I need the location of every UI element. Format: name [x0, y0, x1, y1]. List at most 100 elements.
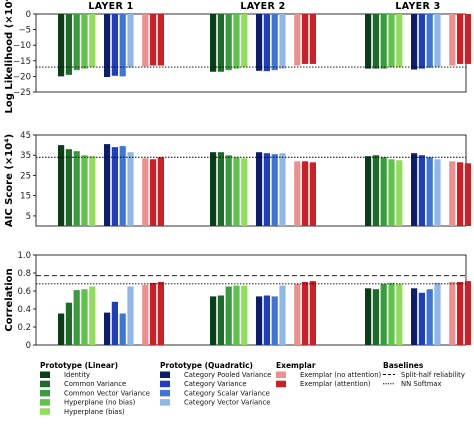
bar	[111, 14, 118, 76]
bar	[210, 14, 217, 72]
y-tick-label: 15	[20, 192, 31, 202]
bar	[81, 289, 88, 345]
bar	[411, 288, 418, 345]
bar	[104, 144, 111, 226]
bar	[263, 295, 270, 345]
bar	[279, 285, 286, 345]
legend-swatch	[160, 389, 170, 397]
bar	[418, 292, 425, 345]
bar	[464, 14, 471, 64]
panel-3: 1.0 0.8 0.6 0.4 0.2 0 Correlation	[4, 251, 471, 351]
bar	[89, 286, 96, 345]
bar	[380, 283, 387, 345]
bar	[127, 14, 134, 68]
y-tick-label: −15	[13, 57, 31, 67]
bar	[396, 14, 403, 68]
y-axis-title: AIC Score (×10⁴)	[4, 134, 15, 227]
bar	[225, 155, 232, 226]
bar	[464, 163, 471, 226]
legend-label: Category Variance	[184, 380, 247, 388]
legend-swatch	[160, 380, 170, 388]
legend-label: Exemplar (no attention)	[300, 371, 382, 379]
bar	[73, 14, 80, 71]
bar	[309, 162, 316, 226]
y-tick-label: 0	[26, 10, 31, 20]
legend-label: Common Vector Variance	[64, 389, 150, 397]
bar	[89, 156, 96, 226]
bar	[279, 153, 286, 226]
bar	[241, 158, 248, 226]
legend-group-title: Baselines	[383, 361, 424, 370]
bar	[426, 289, 433, 345]
y-tick-label: 0.6	[17, 287, 31, 297]
bar	[119, 146, 126, 226]
bar	[372, 14, 379, 69]
bar	[388, 14, 395, 68]
bar	[210, 152, 217, 226]
y-tick-label: 25	[20, 171, 31, 181]
bar	[411, 153, 418, 226]
legend-swatch	[160, 371, 170, 378]
bar	[294, 14, 301, 66]
legend-group-title: Exemplar	[276, 361, 316, 370]
bar	[104, 312, 111, 345]
bar	[256, 152, 263, 226]
y-tick-label: 45	[20, 131, 31, 141]
y-tick-label: 0.2	[17, 323, 31, 333]
bar	[157, 14, 164, 66]
bar	[89, 14, 96, 68]
bar	[418, 155, 425, 226]
bar	[434, 14, 441, 68]
bar	[294, 283, 301, 345]
y-tick-label: 0.4	[17, 305, 31, 315]
y-tick-label: 0	[26, 341, 31, 351]
bar	[233, 14, 240, 69]
bar	[365, 14, 372, 69]
bar	[434, 159, 441, 226]
y-tick-label: −25	[13, 88, 31, 98]
legend-label: Identity	[64, 371, 90, 379]
layer-title: LAYER 2	[240, 1, 285, 12]
bar	[127, 152, 134, 226]
legend-swatch	[40, 380, 50, 388]
layer-title: LAYER 3	[395, 1, 440, 12]
bar	[279, 14, 286, 69]
legend-swatch	[276, 371, 286, 378]
bar	[302, 282, 309, 345]
bar	[457, 162, 464, 226]
bar	[111, 301, 118, 345]
legend-swatch	[40, 408, 50, 415]
bar	[157, 282, 164, 345]
legend-label: Category Vector Variance	[184, 399, 270, 407]
bar	[418, 14, 425, 69]
bar	[396, 283, 403, 345]
bar	[309, 281, 316, 345]
bar	[241, 14, 248, 68]
layer-title: LAYER 1	[88, 1, 133, 12]
legend-swatch	[40, 399, 50, 406]
legend-label: Hyperplane (bias)	[64, 408, 125, 416]
bar	[233, 157, 240, 226]
bar	[302, 14, 309, 64]
bar	[457, 282, 464, 345]
bar	[464, 281, 471, 345]
legend-swatch	[40, 371, 50, 378]
bar	[426, 14, 433, 68]
bar	[127, 286, 134, 345]
bar	[142, 158, 149, 226]
bar	[233, 285, 240, 345]
bar	[65, 302, 72, 345]
bar	[150, 14, 157, 66]
bar	[388, 282, 395, 345]
y-tick-label: 1.0	[17, 251, 31, 261]
bar	[58, 313, 65, 345]
legend-group-title: Prototype (Quadratic)	[160, 361, 253, 370]
bar	[294, 161, 301, 226]
legend-swatch	[40, 389, 50, 397]
bar	[225, 14, 232, 71]
y-axis-title: Correlation	[4, 268, 15, 331]
bar	[380, 14, 387, 69]
bar	[457, 14, 464, 64]
